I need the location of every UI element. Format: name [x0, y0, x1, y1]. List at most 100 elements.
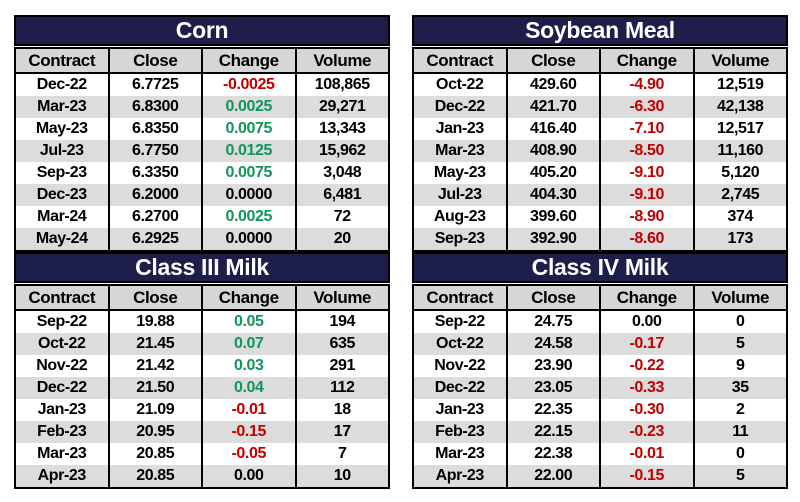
cell-contract: Mar-23: [413, 140, 508, 162]
cell-volume: 20: [295, 228, 389, 251]
cell-change: -7.10: [600, 118, 695, 140]
cell-close: 6.7725: [108, 73, 203, 96]
right-column: Soybean Meal Contract Close Change Volum…: [412, 15, 788, 489]
cell-volume: 5: [693, 465, 787, 488]
table-title-corn: Corn: [14, 15, 390, 46]
cell-close: 20.85: [108, 465, 203, 488]
column-header-close: Close: [108, 48, 203, 74]
cell-contract: Feb-23: [413, 421, 508, 443]
cell-contract: Dec-22: [15, 377, 110, 399]
table-header: Contract Close Change Volume: [413, 285, 787, 311]
cell-close: 421.70: [506, 96, 601, 118]
cell-volume: 13,343: [318, 120, 366, 137]
cell-volume: 194: [329, 313, 356, 330]
cell-contract: Jul-23: [413, 184, 508, 206]
cell-volume: 291: [329, 357, 356, 374]
cell-contract: Oct-22: [413, 333, 508, 355]
cell-volume: 108,865: [314, 76, 370, 93]
cell-volume: 5: [693, 333, 787, 355]
cell-change: -0.0025: [202, 73, 297, 96]
cell-change: -0.33: [600, 377, 695, 399]
cell-close: 21.09: [108, 399, 203, 421]
cell-volume: 72: [333, 208, 351, 225]
cell-contract: Oct-22: [413, 73, 508, 96]
table-corn: Corn Contract Close Change Volume Dec-22…: [14, 15, 390, 252]
cell-volume: 173: [693, 228, 787, 251]
column-header-volume: Volume: [693, 285, 787, 311]
table-header: Contract Close Change Volume: [413, 48, 787, 74]
table-header: Contract Close Change Volume: [15, 285, 389, 311]
table-header: Contract Close Change Volume: [15, 48, 389, 74]
cell-close: 6.3350: [108, 162, 203, 184]
table-row: Oct-22 429.60 -4.90 12,519: [413, 73, 787, 96]
cell-volume: 42,138: [693, 96, 787, 118]
cell-close: 6.2925: [108, 228, 203, 251]
table-row: May-23 6.8350 0.0075 13,343: [15, 118, 389, 140]
cell-volume: 35: [693, 377, 787, 399]
cell-close: 24.58: [506, 333, 601, 355]
table-row: Jan-23 21.09 -0.01 18: [15, 399, 389, 421]
cell-contract: Jul-23: [15, 140, 110, 162]
column-header-volume: Volume: [295, 48, 389, 74]
table-row: Sep-22 24.75 0.00 0: [413, 310, 787, 333]
table-row: Sep-23 392.90 -8.60 173: [413, 228, 787, 251]
table-row: Mar-24 6.2700 0.0025 72: [15, 206, 389, 228]
table-body: Sep-22 24.75 0.00 0 Oct-22 24.58 -0.17 5 Nov-22 2…: [413, 310, 787, 488]
cell-close: 6.2700: [108, 206, 203, 228]
cell-contract: Apr-23: [15, 465, 110, 488]
cell-close: 21.42: [108, 355, 203, 377]
cell-volume: 17: [295, 421, 389, 443]
cell-change: -0.01: [202, 399, 297, 421]
cell-change: -8.60: [600, 228, 695, 251]
cell-contract: Aug-23: [413, 206, 508, 228]
cell-change: -8.90: [600, 206, 695, 228]
cell-close: 24.75: [506, 310, 601, 333]
cell-volume: 5,120: [721, 164, 760, 181]
table-row: Feb-23 22.15 -0.23 11: [413, 421, 787, 443]
cell-volume: 6,481: [295, 184, 389, 206]
table-row: Apr-23 22.00 -0.15 5: [413, 465, 787, 488]
cell-volume: 2,745: [693, 184, 787, 206]
cell-change: -0.17: [600, 333, 695, 355]
cell-close: 22.00: [506, 465, 601, 488]
header-row: Contract Close Change Volume: [15, 285, 389, 311]
cell-contract: Sep-23: [15, 162, 110, 184]
cell-change: -6.30: [600, 96, 695, 118]
cell-volume: 3,048: [323, 164, 362, 181]
table-body: Oct-22 429.60 -4.90 12,519 Dec-22 421.70 -6.30…: [413, 73, 787, 251]
cell-close: 21.45: [108, 333, 203, 355]
cell-change: -0.01: [600, 443, 695, 465]
table-row: Sep-23 6.3350 0.0075 3,048: [15, 162, 389, 184]
table-row: Mar-23 6.8300 0.0025 29,271: [15, 96, 389, 118]
table-row: Dec-23 6.2000 0.0000 6,481: [15, 184, 389, 206]
cell-change: 0.03: [202, 355, 297, 377]
cell-contract: Jan-23: [15, 399, 110, 421]
cell-close: 392.90: [506, 228, 601, 251]
table-row: Apr-23 20.85 0.00 10: [15, 465, 389, 488]
cell-contract: Mar-23: [15, 96, 110, 118]
cell-close: 22.35: [506, 399, 601, 421]
cell-close: 405.20: [506, 162, 601, 184]
table-row: Aug-23 399.60 -8.90 374: [413, 206, 787, 228]
cell-contract: Mar-23: [413, 443, 508, 465]
cell-volume: 12,519: [716, 76, 764, 93]
cell-volume: 2: [736, 401, 745, 418]
column-header-change: Change: [202, 285, 297, 311]
column-header-close: Close: [506, 48, 601, 74]
table-title-class-iii-milk: Class III Milk: [14, 252, 390, 283]
column-header-close: Close: [108, 285, 203, 311]
futures-quote-board: Corn Contract Close Change Volume Dec-22…: [14, 15, 788, 489]
cell-close: 399.60: [506, 206, 601, 228]
table-row: Dec-22 6.7725 -0.0025 108,865: [15, 73, 389, 96]
cell-close: 6.2000: [108, 184, 203, 206]
column-header-close: Close: [506, 285, 601, 311]
cell-change: -8.50: [600, 140, 695, 162]
table-class-iii-milk: Class III Milk Contract Close Change Vol…: [14, 252, 390, 489]
cell-close: 20.85: [108, 443, 203, 465]
cell-volume: 12,517: [716, 120, 764, 137]
cell-close: 404.30: [506, 184, 601, 206]
header-row: Contract Close Change Volume: [413, 285, 787, 311]
cell-change: 0.07: [202, 333, 297, 355]
table-row: May-23 405.20 -9.10 5,120: [413, 162, 787, 184]
